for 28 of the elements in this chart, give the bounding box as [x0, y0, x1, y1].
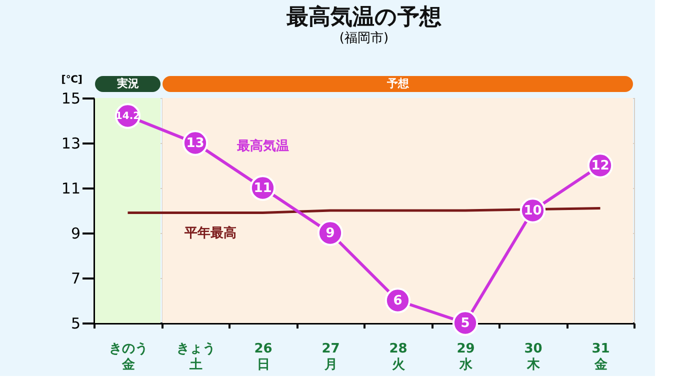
series-label: 平年最高	[183, 224, 236, 241]
chart-title: 最高気温の予想	[286, 4, 442, 30]
data-label: 12	[591, 158, 610, 174]
x-tick-label: 27月	[322, 342, 340, 372]
y-tick-label: 13	[61, 134, 80, 152]
series-label: 最高気温	[236, 138, 289, 154]
x-tick-label: 26日	[254, 342, 272, 372]
chart-subtitle: (福岡市)	[339, 31, 389, 46]
data-label: 5	[460, 316, 470, 331]
y-axis-title: [℃]	[61, 74, 82, 86]
x-tick-label: 28火	[389, 342, 408, 372]
data-label: 10	[524, 204, 542, 218]
y-tick-label: 15	[61, 90, 80, 108]
y-tick-label: 7	[70, 270, 80, 288]
data-label: 11	[254, 181, 272, 196]
x-tick-label: 30木	[524, 342, 542, 372]
x-tick-label: 31金	[592, 342, 610, 372]
band-label: 実況	[116, 77, 139, 90]
y-tick-label: 5	[70, 314, 80, 332]
data-label: 6	[393, 294, 402, 308]
band-label: 予想	[386, 77, 410, 90]
y-tick-label: 9	[70, 224, 80, 242]
y-tick-label: 11	[61, 180, 80, 198]
data-label: 13	[186, 136, 204, 151]
x-tick-label: きょう土	[176, 342, 216, 372]
x-tick-label: 29水	[456, 342, 475, 372]
data-label: 9	[326, 226, 335, 241]
x-tick-label: きのう金	[108, 342, 148, 372]
